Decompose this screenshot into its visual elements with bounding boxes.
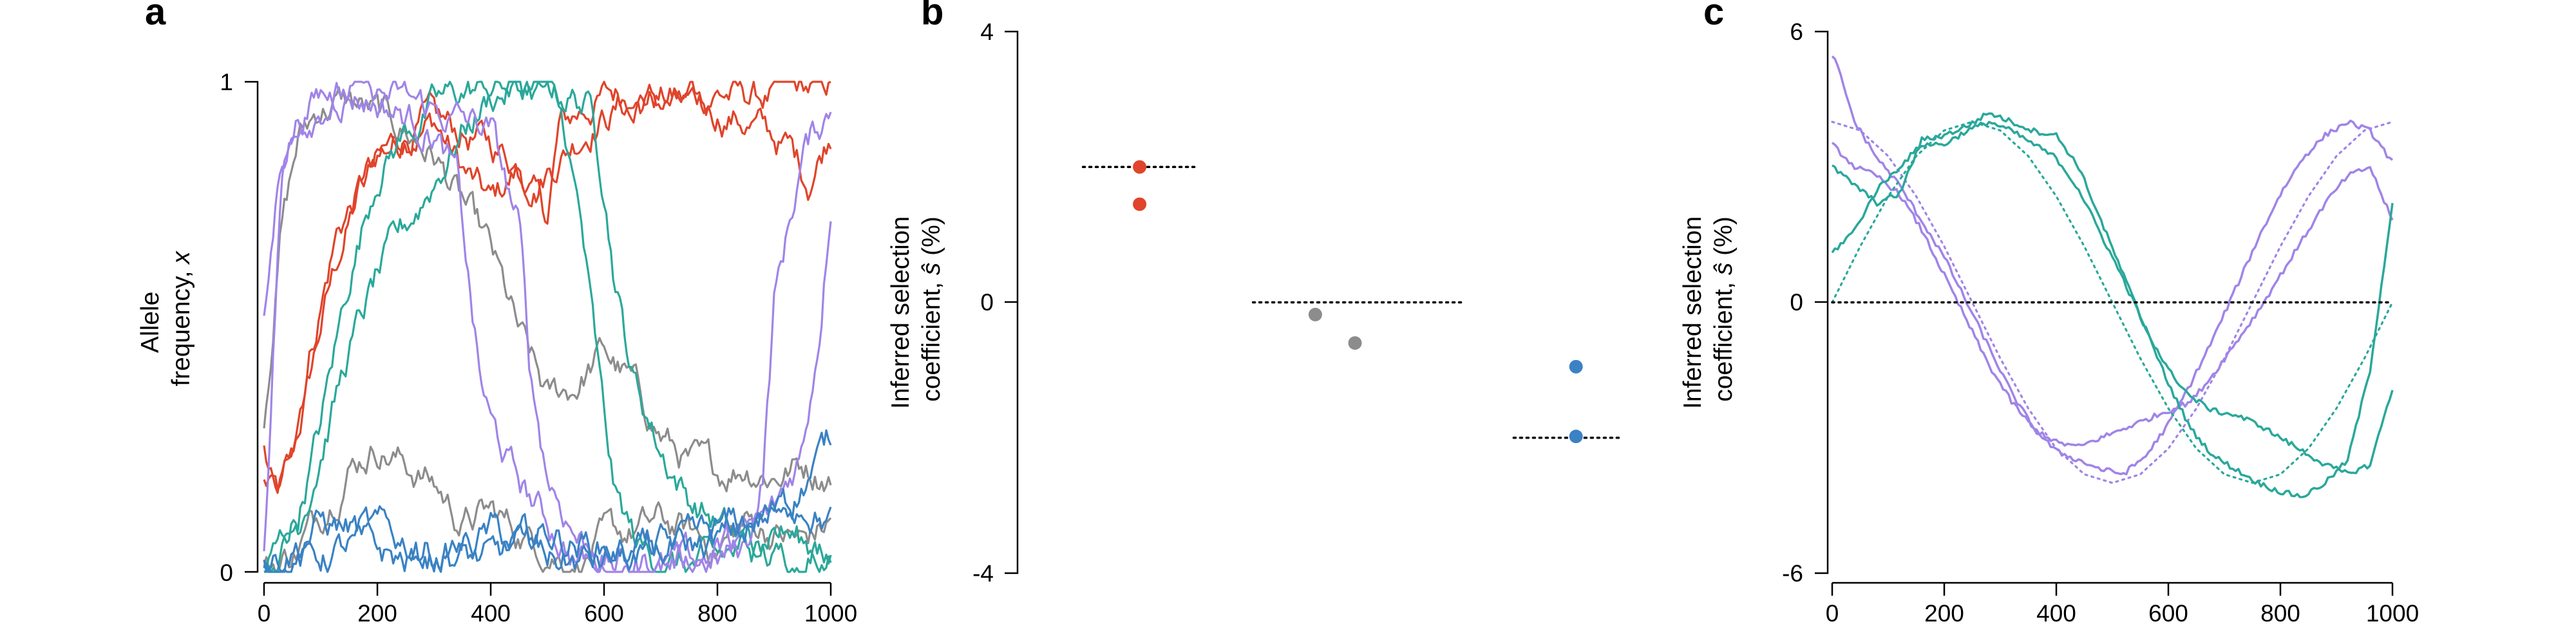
- panel-c-letter: c: [1703, 0, 1724, 33]
- panel-a-letter: a: [145, 0, 166, 33]
- panel-a-ylabel: Allele frequency, x: [137, 251, 195, 386]
- panel-b-ytick-4: 4: [980, 19, 994, 45]
- panel-a-xtick-label: 600: [584, 600, 624, 627]
- panel-b-ytick-0: 0: [980, 289, 994, 316]
- panel-c-ylabel: Inferred selection coefficient, ŝ (%): [1679, 209, 1738, 409]
- panel-a-series-teal-5: [264, 80, 832, 573]
- panel-c: c Inferred selection coefficient, ŝ (%) …: [1679, 0, 2419, 627]
- panel-c-ytick-6: 6: [1790, 19, 1803, 45]
- panel-b-ylabel-line1: Inferred selection: [887, 216, 914, 409]
- panel-a-series-blue-8: [263, 429, 832, 573]
- panel-b-ylabel-prefix: coefficient,: [918, 275, 945, 402]
- panel-c-series-teal-3: [1831, 120, 2394, 498]
- panel-c-series-teal-dotted-5: [1831, 120, 2394, 484]
- panel-c-lines: [1831, 55, 2394, 498]
- panel-b-point-red-0: [1133, 160, 1147, 174]
- panel-b-ylabel-suffix: (%): [918, 216, 945, 263]
- panel-c-series-purple-1: [1831, 142, 2394, 447]
- panel-c-ylabel-line1: Inferred selection: [1679, 216, 1707, 409]
- panel-b-ytick-neg4: -4: [972, 560, 994, 587]
- panel-a-series-blue-9: [263, 488, 832, 573]
- panel-a-x-axis: 0 200 400 600 800 1000: [258, 582, 857, 627]
- panel-c-xtick-label: 0: [1826, 600, 1839, 627]
- panel-c-series-purple-0: [1831, 55, 2394, 476]
- panel-a: a Allele frequency, x 1 0 0 200 400 600 800 1…: [137, 0, 857, 627]
- panel-b-letter: b: [921, 0, 943, 33]
- panel-a-y-axis: [245, 80, 259, 573]
- panel-a-xtick-label: 400: [471, 600, 511, 627]
- panel-a-series-purple-7: [263, 80, 832, 573]
- panel-b-marks: [1081, 160, 1623, 444]
- panel-a-ytick-1: 1: [220, 69, 233, 95]
- panel-a-xtick-label: 1000: [804, 600, 857, 627]
- panel-b-ylabel-var: ŝ: [918, 263, 945, 276]
- panel-b-point-gray-3: [1348, 336, 1362, 350]
- panel-a-ylabel-prefix: frequency,: [167, 264, 195, 386]
- panel-b-point-red-1: [1133, 197, 1147, 211]
- panel-b-point-gray-2: [1308, 307, 1322, 321]
- panel-c-xtick-label: 800: [2260, 600, 2300, 627]
- panel-c-series-purple-dotted-2: [1831, 120, 2394, 484]
- panel-a-xtick-label: 0: [258, 600, 271, 627]
- panel-a-series-red-1: [263, 80, 832, 491]
- panel-c-ylabel-var: ŝ: [1710, 263, 1738, 276]
- panel-c-xtick-label: 200: [1924, 600, 1964, 627]
- panel-a-series-gray-2: [263, 86, 832, 493]
- panel-c-xtick-label: 1000: [2366, 600, 2419, 627]
- panel-a-series-purple-6: [263, 88, 832, 573]
- panel-b-ylabel: Inferred selection coefficient, ŝ (%): [887, 209, 945, 409]
- panel-a-xtick-label: 800: [697, 600, 737, 627]
- panel-a-series-red-0: [263, 80, 831, 494]
- panel-c-ylabel-suffix: (%): [1710, 216, 1738, 263]
- panel-b-point-blue-5: [1569, 430, 1583, 444]
- panel-a-lines: [263, 80, 832, 573]
- panel-c-ytick-0: 0: [1790, 289, 1803, 316]
- panel-c-xtick-label: 400: [2036, 600, 2076, 627]
- panel-b-point-blue-4: [1569, 359, 1583, 374]
- panel-c-series-teal-4: [1832, 112, 2394, 475]
- panel-c-x-axis: 0 200 400 600 800 1000: [1826, 582, 2419, 627]
- panel-b: b Inferred selection coefficient, ŝ (%) …: [887, 0, 1623, 587]
- panel-a-series-teal-4: [263, 80, 832, 573]
- panel-c-ytick-neg6: -6: [1782, 560, 1803, 587]
- panel-a-xtick-label: 200: [357, 600, 397, 627]
- panel-c-ylabel-prefix: coefficient,: [1710, 275, 1738, 402]
- panel-c-xtick-label: 600: [2148, 600, 2188, 627]
- panel-a-ylabel-var: x: [167, 251, 195, 265]
- panel-a-ylabel-line1: Allele: [137, 292, 164, 353]
- panel-a-ytick-0: 0: [220, 560, 233, 586]
- panel-a-series-gray-3: [263, 446, 832, 573]
